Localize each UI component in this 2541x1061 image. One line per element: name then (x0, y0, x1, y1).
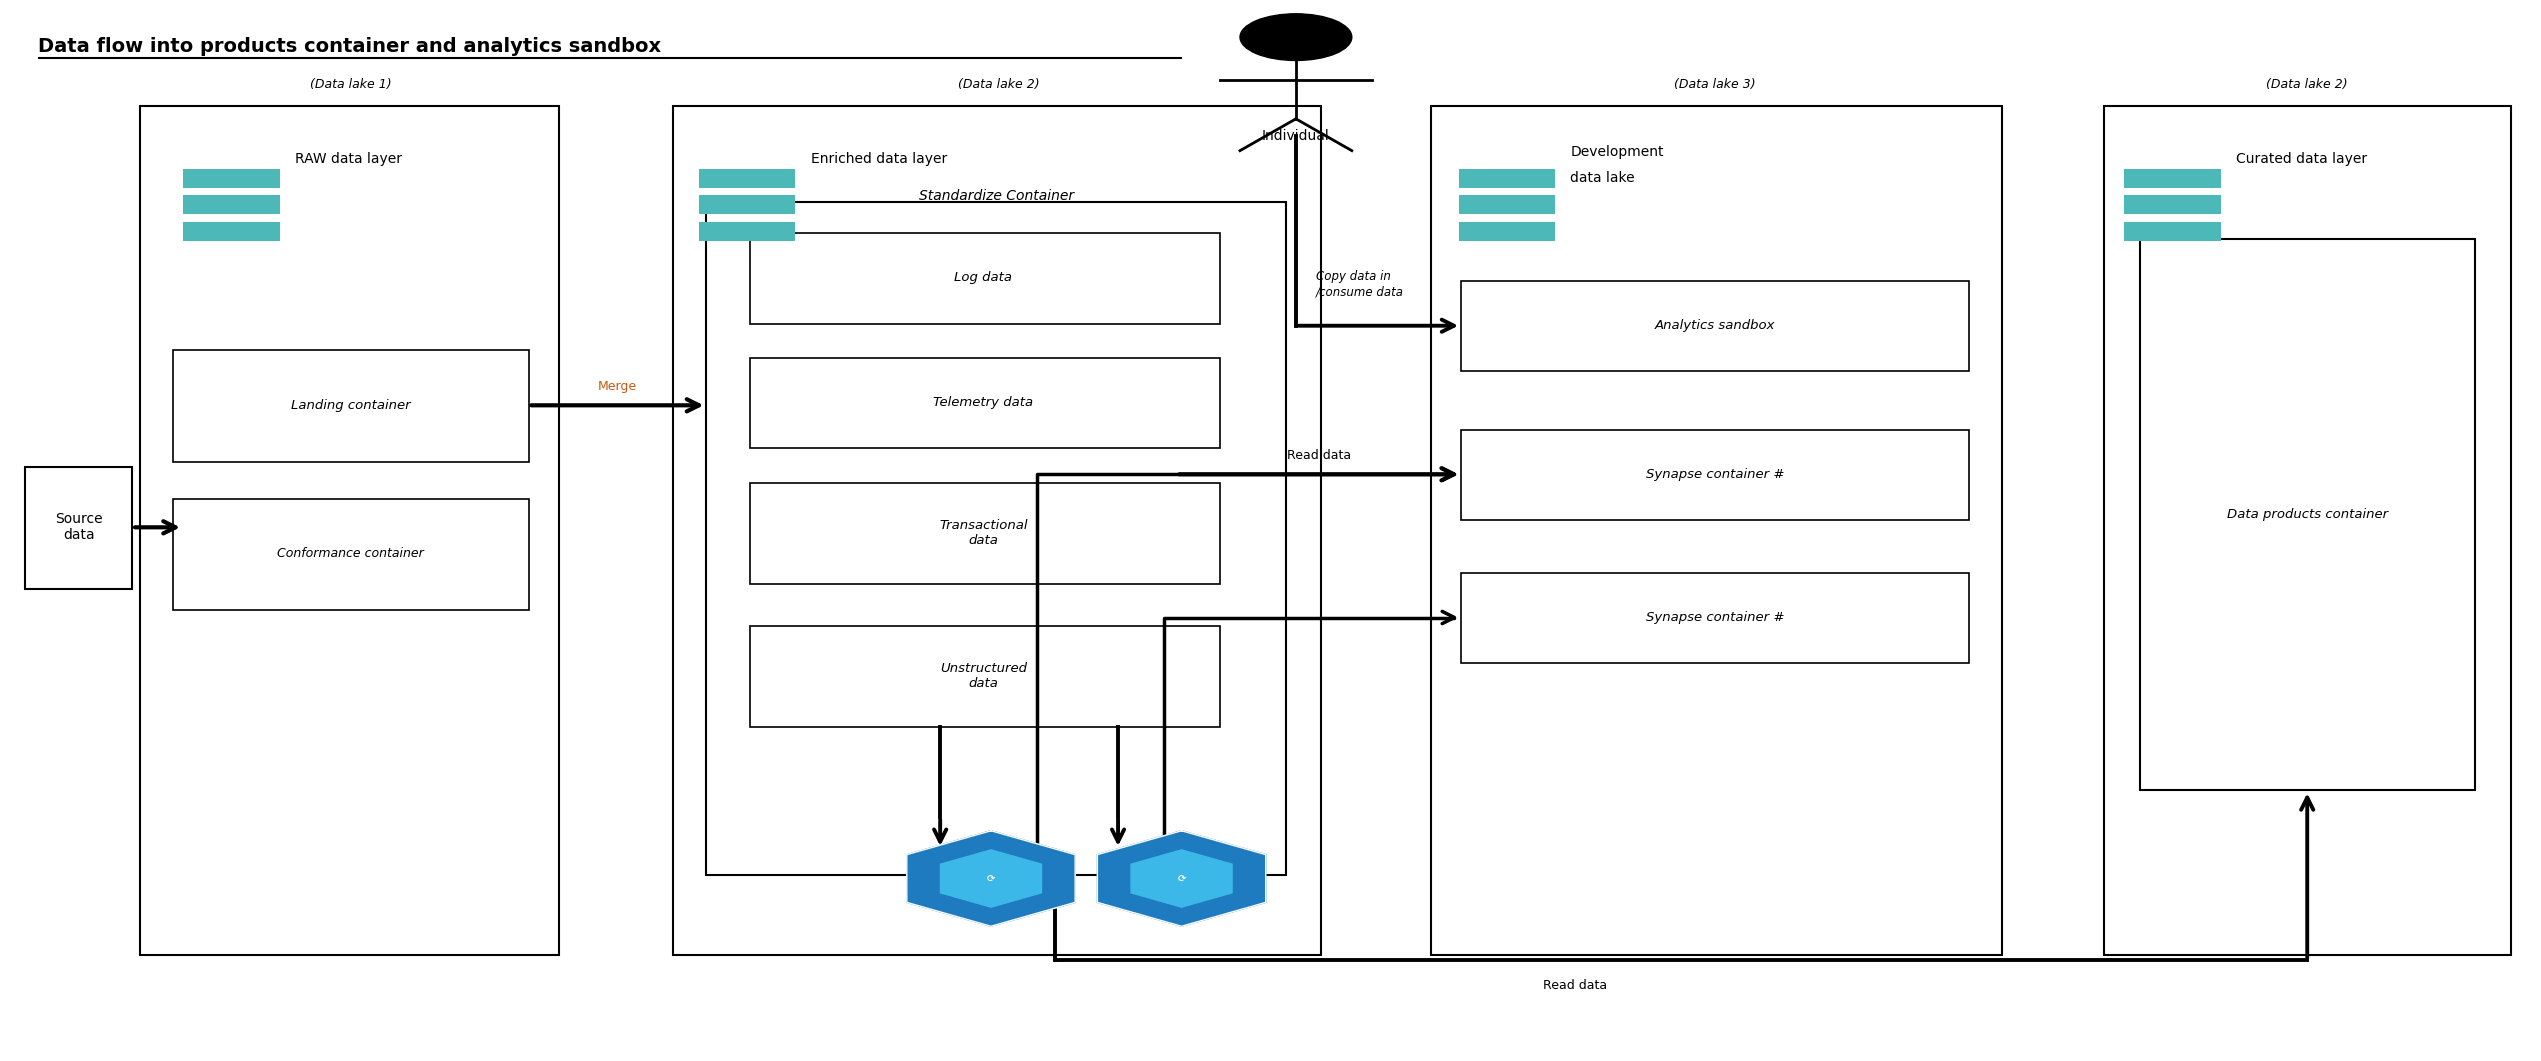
FancyBboxPatch shape (2124, 169, 2221, 188)
Text: Synapse container #: Synapse container # (1647, 468, 1784, 481)
FancyBboxPatch shape (183, 222, 280, 241)
Text: (Data lake 2): (Data lake 2) (958, 79, 1039, 91)
FancyBboxPatch shape (673, 106, 1321, 955)
FancyBboxPatch shape (173, 350, 529, 462)
Text: Telemetry data: Telemetry data (933, 396, 1034, 408)
Text: Data flow into products container and analytics sandbox: Data flow into products container and an… (38, 37, 661, 56)
FancyBboxPatch shape (1431, 106, 2002, 955)
FancyBboxPatch shape (2104, 106, 2511, 955)
Text: Standardize Container: Standardize Container (917, 189, 1075, 203)
Polygon shape (1098, 831, 1265, 926)
Text: Data products container: Data products container (2226, 508, 2389, 521)
FancyBboxPatch shape (25, 467, 132, 589)
Text: ⟳: ⟳ (986, 873, 996, 884)
Polygon shape (1131, 850, 1232, 907)
FancyBboxPatch shape (140, 106, 559, 955)
Polygon shape (940, 850, 1042, 907)
Text: (Data lake 1): (Data lake 1) (310, 79, 391, 91)
FancyBboxPatch shape (750, 626, 1220, 727)
FancyBboxPatch shape (1461, 281, 1969, 371)
Text: Individual: Individual (1263, 129, 1329, 143)
FancyBboxPatch shape (183, 195, 280, 214)
FancyBboxPatch shape (750, 358, 1220, 448)
FancyBboxPatch shape (750, 483, 1220, 584)
Text: Log data: Log data (955, 272, 1011, 284)
Text: Read data: Read data (1286, 449, 1352, 462)
Text: Copy data in
/consume data: Copy data in /consume data (1316, 271, 1405, 298)
Text: Read data: Read data (1542, 979, 1608, 992)
Text: RAW data layer: RAW data layer (295, 152, 401, 167)
Text: Source
data: Source data (56, 512, 102, 542)
Polygon shape (907, 831, 1075, 926)
Text: Conformance container: Conformance container (277, 547, 424, 560)
FancyBboxPatch shape (1461, 573, 1969, 663)
FancyBboxPatch shape (699, 222, 795, 241)
Text: Enriched data layer: Enriched data layer (811, 152, 948, 167)
Text: ⟳: ⟳ (1176, 873, 1187, 884)
Text: (Data lake 2): (Data lake 2) (2267, 79, 2348, 91)
FancyBboxPatch shape (1459, 195, 1555, 214)
FancyBboxPatch shape (699, 195, 795, 214)
FancyBboxPatch shape (699, 169, 795, 188)
Text: Landing container: Landing container (290, 399, 412, 412)
Text: (Data lake 3): (Data lake 3) (1675, 79, 1756, 91)
Text: Development: Development (1570, 144, 1664, 159)
FancyBboxPatch shape (173, 499, 529, 610)
Text: Curated data layer: Curated data layer (2236, 152, 2368, 167)
Text: Unstructured
data: Unstructured data (940, 662, 1027, 690)
Text: Transactional
data: Transactional data (940, 519, 1027, 546)
FancyBboxPatch shape (2140, 239, 2475, 790)
Text: Synapse container #: Synapse container # (1647, 611, 1784, 624)
FancyBboxPatch shape (2124, 222, 2221, 241)
FancyBboxPatch shape (1459, 169, 1555, 188)
FancyBboxPatch shape (2124, 195, 2221, 214)
FancyBboxPatch shape (1461, 430, 1969, 520)
Text: data lake: data lake (1570, 171, 1634, 186)
FancyBboxPatch shape (1459, 222, 1555, 241)
FancyBboxPatch shape (183, 169, 280, 188)
Text: Merge: Merge (597, 380, 638, 393)
Text: Analytics sandbox: Analytics sandbox (1654, 319, 1776, 332)
FancyBboxPatch shape (750, 233, 1220, 324)
Circle shape (1240, 14, 1352, 60)
FancyBboxPatch shape (706, 202, 1286, 875)
